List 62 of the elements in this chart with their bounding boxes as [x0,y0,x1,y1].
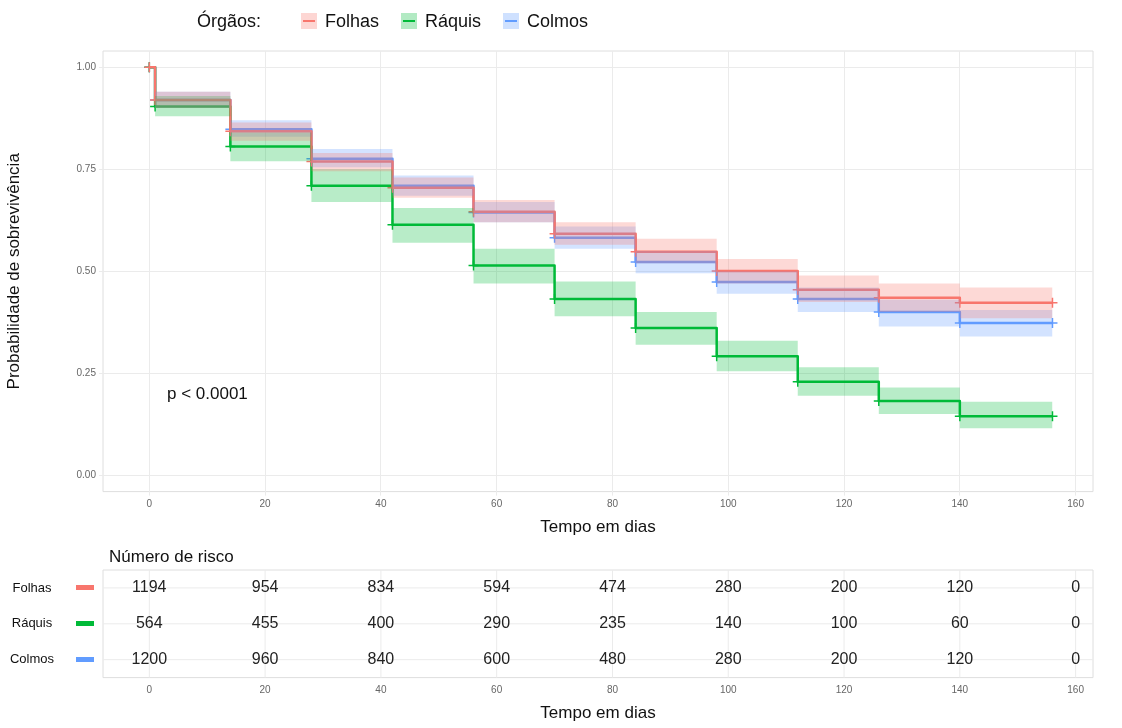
x-tick-label: 140 [951,684,969,696]
x-tick-label: 140 [951,498,969,510]
data-label: 455 [251,614,279,632]
x-axis-title: Tempo em dias [540,517,656,537]
annotation: p < 0.0001 [167,384,248,404]
data-label: 1200 [131,650,168,668]
data-label: 200 [830,650,858,668]
data-label: 280 [714,578,742,596]
y-tick-label: Colmos [9,651,55,667]
data-label: 594 [483,578,511,596]
x-tick-label: 100 [719,498,738,510]
legend-label: Folhas [325,10,380,32]
x-tick-label: 80 [606,684,619,696]
x-tick-label: 160 [1067,684,1085,696]
data-label: 0 [1071,614,1081,632]
y-tick-label: 1.00 [76,61,97,73]
x-tick-label: 160 [1067,498,1085,510]
x-tick-label: 20 [259,684,272,696]
data-label: 564 [135,614,163,632]
data-label: 235 [599,614,626,632]
legend-label: Colmos [527,10,589,32]
x-tick-label: 60 [491,498,503,510]
x-tick-label: 80 [606,498,619,510]
data-label: 400 [367,614,395,632]
x-tick-label: 0 [146,498,153,510]
data-label: 280 [714,650,742,668]
legend-label: Ráquis [425,10,482,32]
y-axis-title: Probabilidade de sobrevivência [3,152,23,390]
x-tick-label: 40 [375,498,387,510]
data-label: 0 [1071,578,1081,596]
data-label: 0 [1071,650,1081,668]
data-label: 474 [599,578,626,596]
data-label: 60 [950,614,969,632]
x-tick-label: 20 [259,498,272,510]
y-tick-label: 0.50 [76,265,97,277]
y-tick-label: Folhas [12,579,52,595]
data-label: 100 [830,614,858,632]
data-label: 960 [251,650,279,668]
x-tick-label: 40 [375,684,387,696]
y-tick-label: 0.75 [76,163,97,175]
x-tick-label: 120 [835,498,853,510]
y-tick-label: Ráquis [11,615,53,631]
data-label: 140 [714,614,742,632]
data-label: 120 [946,578,974,596]
x-tick-label: 60 [491,684,503,696]
data-label: 120 [946,650,974,668]
data-label: 200 [830,578,858,596]
x-tick-label: 100 [719,684,738,696]
data-label: 290 [483,614,511,632]
data-label: 954 [251,578,279,596]
y-tick-label: 0.00 [76,469,97,481]
data-label: 840 [367,650,395,668]
data-label: 834 [367,578,395,596]
data-label: 480 [599,650,626,668]
x-tick-label: 0 [146,684,153,696]
x-tick-label: 120 [835,684,853,696]
legend-title: Órgãos: [197,10,262,32]
chart-title: Número de risco [109,547,234,566]
x-axis-title: Tempo em dias [540,703,656,723]
data-label: 1194 [132,578,167,596]
y-tick-label: 0.25 [76,367,97,379]
data-label: 600 [483,650,511,668]
